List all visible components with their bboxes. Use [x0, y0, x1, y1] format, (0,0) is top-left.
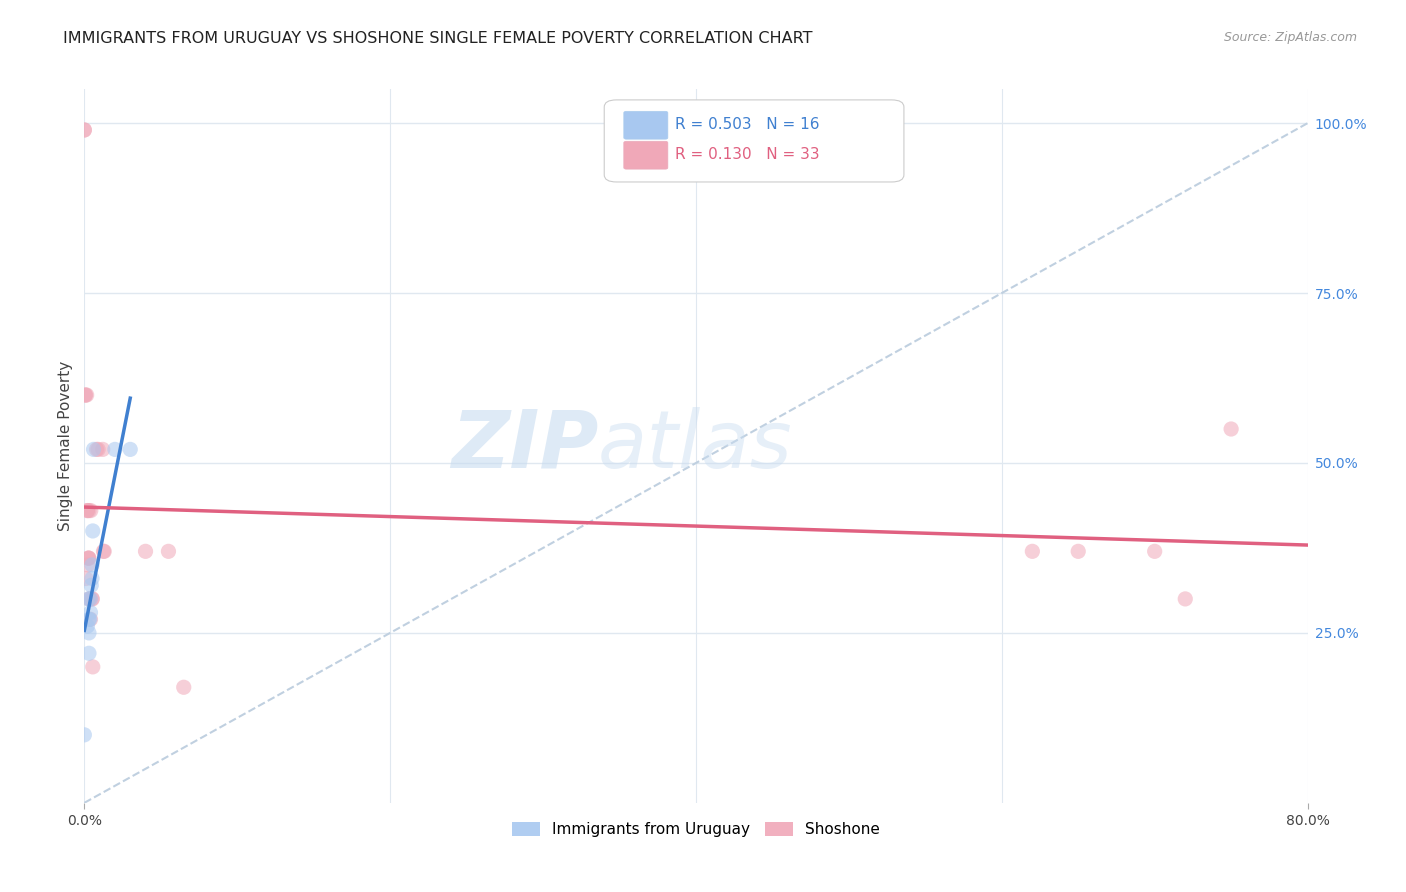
Point	[79, 612, 101, 626]
Point	[82, 591, 104, 606]
Point	[79, 591, 101, 606]
Point	[83, 442, 105, 457]
Point	[87, 442, 110, 457]
Point	[75, 572, 97, 586]
Text: ZIP: ZIP	[451, 407, 598, 485]
Point	[80, 572, 103, 586]
Point	[1143, 544, 1166, 558]
Point	[76, 503, 98, 517]
Point	[91, 442, 114, 457]
FancyBboxPatch shape	[624, 112, 668, 139]
Point	[79, 591, 101, 606]
Point	[80, 591, 103, 606]
Point	[86, 442, 108, 457]
Point	[80, 503, 103, 517]
Point	[82, 660, 104, 674]
Point	[77, 551, 100, 566]
Point	[157, 544, 180, 558]
Text: R = 0.503   N = 16: R = 0.503 N = 16	[675, 118, 820, 132]
Point	[73, 728, 96, 742]
Point	[75, 388, 97, 402]
Point	[1021, 544, 1043, 558]
Point	[79, 612, 101, 626]
Point	[77, 503, 100, 517]
FancyBboxPatch shape	[624, 141, 668, 169]
Text: Source: ZipAtlas.com: Source: ZipAtlas.com	[1223, 31, 1357, 45]
Point	[93, 544, 115, 558]
Point	[76, 388, 98, 402]
Point	[76, 619, 98, 633]
Point	[77, 612, 100, 626]
Point	[120, 442, 142, 457]
Legend: Immigrants from Uruguay, Shoshone: Immigrants from Uruguay, Shoshone	[505, 814, 887, 845]
Point	[135, 544, 157, 558]
Point	[80, 558, 103, 572]
Point	[80, 578, 103, 592]
Point	[77, 626, 100, 640]
Point	[1220, 422, 1243, 436]
Point	[82, 524, 104, 538]
Point	[1174, 591, 1197, 606]
Text: R = 0.130   N = 33: R = 0.130 N = 33	[675, 147, 820, 162]
Point	[1067, 544, 1090, 558]
Point	[76, 503, 98, 517]
Point	[73, 123, 96, 137]
Point	[77, 591, 100, 606]
Point	[79, 606, 101, 620]
Y-axis label: Single Female Poverty: Single Female Poverty	[58, 361, 73, 531]
Point	[73, 123, 96, 137]
Point	[77, 646, 100, 660]
Point	[77, 551, 100, 566]
Point	[77, 591, 100, 606]
FancyBboxPatch shape	[605, 100, 904, 182]
Text: IMMIGRANTS FROM URUGUAY VS SHOSHONE SINGLE FEMALE POVERTY CORRELATION CHART: IMMIGRANTS FROM URUGUAY VS SHOSHONE SING…	[63, 31, 813, 46]
Point	[104, 442, 127, 457]
Point	[75, 388, 97, 402]
Text: atlas: atlas	[598, 407, 793, 485]
Point	[77, 551, 100, 566]
Point	[173, 680, 195, 694]
Point	[76, 558, 98, 572]
Point	[93, 544, 115, 558]
